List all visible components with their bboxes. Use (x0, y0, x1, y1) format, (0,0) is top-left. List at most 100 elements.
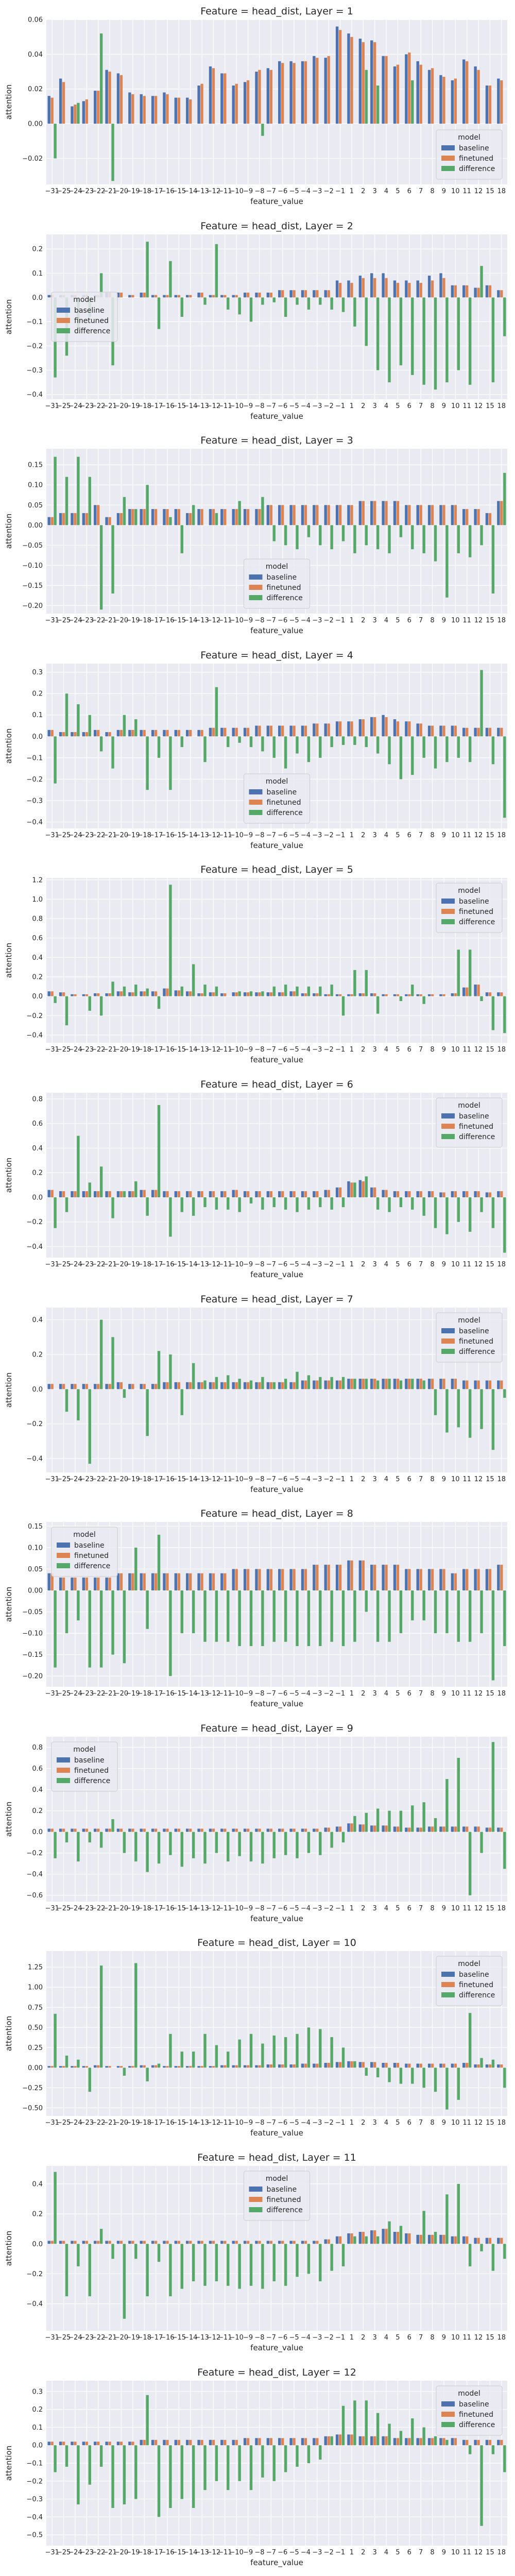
bar-baseline (128, 730, 131, 737)
x-tick-label: −14 (183, 1690, 197, 1698)
bar-baseline (59, 513, 62, 526)
bar-baseline (335, 1187, 339, 1197)
bar-difference (99, 1319, 103, 1389)
x-tick-label: −25 (57, 402, 71, 410)
bar-difference (123, 987, 126, 997)
bar-finetuned (304, 993, 307, 997)
bar-difference (330, 2037, 333, 2068)
bar-baseline (59, 1191, 62, 1197)
bar-baseline (278, 2064, 281, 2068)
bar-finetuned (304, 505, 307, 526)
bar-difference (227, 297, 230, 310)
x-tick-label: −31 (45, 1476, 59, 1483)
x-tick-label: −10 (229, 1476, 243, 1483)
bar-difference (365, 1812, 368, 1832)
bar-finetuned (304, 290, 307, 297)
bar-baseline (105, 1828, 108, 1832)
bar-difference (261, 2043, 264, 2068)
bar-finetuned (85, 513, 88, 526)
bar-baseline (47, 1383, 50, 1389)
x-axis-label: feature_value (250, 2128, 303, 2138)
bar-difference (341, 1590, 345, 1647)
x-tick-label: 15 (486, 2549, 494, 2556)
bar-baseline (462, 1826, 466, 1832)
x-tick-label: 1 (350, 1261, 354, 1268)
bar-finetuned (385, 994, 388, 997)
x-tick-label: −18 (137, 2549, 151, 2556)
bar-baseline (416, 505, 419, 526)
chart-title: Feature = head_dist, Layer = 8 (200, 1508, 353, 1519)
x-tick-label: −2 (324, 1690, 334, 1698)
x-tick-label: −18 (137, 2334, 151, 2342)
bar-baseline (232, 1382, 235, 1389)
x-tick-label: −3 (312, 1905, 322, 1912)
bar-baseline (439, 505, 442, 526)
legend-title: model (458, 1960, 480, 1968)
y-tick-label: −0.2 (26, 343, 43, 350)
bar-baseline (427, 505, 431, 526)
bar-difference (238, 1378, 241, 1389)
bar-difference (146, 241, 149, 297)
y-tick-label: −0.25 (22, 2084, 43, 2092)
x-tick-label: −14 (183, 188, 197, 195)
x-tick-label: −15 (172, 2549, 186, 2556)
x-tick-label: 9 (442, 402, 446, 410)
bar-baseline (474, 2439, 477, 2445)
x-tick-label: −13 (195, 617, 209, 624)
bar-baseline (174, 1828, 178, 1832)
bar-difference (134, 1963, 138, 2068)
bar-baseline (116, 1573, 120, 1591)
bar-finetuned (454, 993, 457, 997)
legend-label-difference: difference (459, 2421, 495, 2429)
bar-difference (388, 2067, 391, 2082)
bar-finetuned (258, 1569, 261, 1591)
x-tick-label: 9 (442, 2119, 446, 2127)
bar-finetuned (477, 70, 480, 124)
y-tick-label: −0.2 (26, 1012, 43, 1020)
bar-finetuned (488, 2238, 492, 2244)
bar-finetuned (97, 2241, 100, 2244)
bar-baseline (405, 505, 408, 526)
y-axis-label: attention (4, 299, 13, 334)
bar-finetuned (258, 70, 261, 124)
bar-baseline (220, 2439, 224, 2445)
bar-baseline (451, 285, 454, 297)
bar-finetuned (431, 1191, 434, 1197)
bar-baseline (451, 1826, 454, 1832)
bar-difference (457, 2067, 460, 2100)
bar-baseline (324, 2436, 327, 2445)
bar-finetuned (235, 295, 238, 297)
bar-finetuned (500, 992, 503, 997)
bar-difference (238, 2445, 241, 2481)
bar-finetuned (304, 2437, 307, 2445)
x-tick-label: 12 (474, 1690, 483, 1698)
bar-difference (480, 1590, 483, 1634)
bar-baseline (485, 1827, 489, 1832)
x-tick-label: −12 (207, 188, 220, 195)
bar-baseline (105, 993, 108, 997)
bar-baseline (116, 1191, 120, 1197)
legend-swatch-difference (441, 1348, 455, 1354)
x-tick-label: −2 (324, 2549, 334, 2556)
bar-difference (169, 1197, 172, 1237)
x-tick-label: −22 (91, 402, 105, 410)
x-tick-label: −1 (335, 1046, 345, 1054)
bar-baseline (266, 1828, 270, 1832)
bar-finetuned (327, 723, 330, 737)
bar-finetuned (143, 2439, 146, 2445)
legend-swatch-finetuned (441, 1338, 455, 1344)
bar-difference (88, 1182, 91, 1197)
bar-finetuned (212, 295, 215, 297)
bar-baseline (151, 2241, 154, 2244)
bar-baseline (497, 992, 500, 997)
bar-baseline (186, 730, 189, 737)
bar-baseline (255, 992, 258, 997)
x-tick-label: 10 (451, 617, 460, 624)
bar-difference (365, 525, 368, 546)
bar-finetuned (408, 2233, 411, 2244)
bar-difference (203, 2244, 207, 2286)
x-tick-label: −10 (229, 2334, 243, 2342)
bar-baseline (94, 1383, 97, 1389)
bar-difference (388, 1378, 391, 1389)
